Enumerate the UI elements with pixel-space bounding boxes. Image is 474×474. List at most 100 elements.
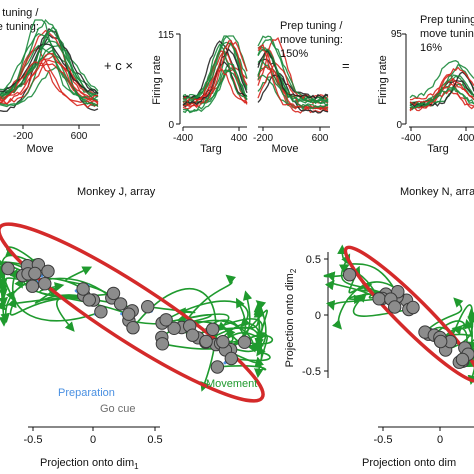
bl-go-cue-point	[237, 335, 252, 349]
tm-x-tick-label-move-2: 600	[312, 133, 329, 144]
bl-title: Monkey J, array	[77, 186, 156, 198]
tm-firing-rate-trace	[182, 43, 248, 102]
br-x-tick-label-1: -0.5	[374, 434, 393, 446]
br-go-cue-point	[388, 300, 402, 314]
bl-go-cue-point	[82, 293, 97, 307]
bl-go-cue-point	[38, 277, 52, 291]
bl-movement-trajectory	[231, 345, 271, 362]
tm-firing-rate-trace	[182, 67, 248, 106]
br-ylabel-sub: 2	[289, 268, 298, 273]
tm-firing-rate-trace	[257, 48, 329, 114]
tm-xlabel-targ: Targ	[200, 143, 221, 155]
panel-top-right: Firing rate 95 0 -400 400 Targ Prep tuni…	[377, 14, 474, 155]
bl-preparatory-ellipse	[0, 222, 265, 403]
bl-go-cue-point	[94, 305, 108, 319]
tl-firing-rate-trace	[0, 63, 99, 106]
tm-firing-rate-trace	[257, 38, 329, 103]
tm-text-line3: 150%	[280, 48, 308, 60]
bl-go-cue-point	[113, 297, 128, 311]
tl-firing-rate-trace	[0, 26, 99, 107]
bl-movement-trajectory	[217, 356, 267, 371]
br-go-cue-point	[406, 300, 420, 315]
bl-xlabel-main: Projection onto dim	[40, 457, 134, 469]
bl-go-cue-point	[25, 279, 40, 293]
br-movement-trajectory	[323, 271, 350, 282]
tr-text-line1: Prep tuning /	[420, 14, 474, 26]
tr-xlabel: Targ	[427, 143, 448, 155]
bl-go-cue-point	[41, 264, 55, 278]
br-ylabel: Projection onto dim2	[284, 268, 298, 367]
br-movement-trajectory	[424, 297, 464, 333]
br-movement-trajectories	[323, 244, 474, 386]
tl-firing-rate-trace	[0, 60, 99, 109]
tm-text-line1: Prep tuning /	[280, 20, 343, 32]
tr-x-tick-label-2: 400	[458, 133, 474, 144]
bl-movement-trajectory	[181, 274, 236, 328]
tm-traces-move	[257, 35, 329, 114]
bl-label-movement: Movement	[206, 378, 257, 390]
tl-firing-rate-trace	[0, 46, 99, 105]
tm-x-tick-label-targ-2: 400	[231, 133, 248, 144]
bl-movement-trajectory	[205, 326, 264, 348]
br-go-cue-point	[455, 352, 470, 367]
bl-go-cue-points	[1, 258, 252, 374]
bl-go-cue-point	[155, 337, 170, 351]
br-y-tick-label-2: 0	[315, 310, 321, 322]
bl-go-cue-point	[210, 360, 225, 374]
tr-text-line2: move tuning:	[420, 28, 474, 40]
br-x-tick-label-2: 0	[437, 434, 443, 446]
bl-label-go-cue: Go cue	[100, 403, 135, 415]
br-y-tick-label-3: -0.5	[302, 366, 321, 378]
tm-firing-rate-trace	[257, 43, 329, 110]
panel-bottom-left: Preparation Go cue Movement -0.5 0 0.5 P…	[0, 222, 274, 471]
bl-go-cue-point	[106, 286, 121, 301]
bl-xlabel: Projection onto dim1	[40, 457, 139, 471]
tl-text-line2: move tuning:	[0, 21, 39, 33]
plus-c-times: + c ×	[104, 58, 133, 73]
br-movement-trajectory	[337, 244, 399, 296]
panel-top-left: Prep tuning / move tuning: -200 600 Move	[0, 7, 100, 155]
tm-x-tick-label-targ-1: -400	[173, 133, 193, 144]
br-xlabel: Projection onto dim	[362, 457, 456, 469]
tm-text-line2: move tuning:	[280, 34, 343, 46]
tm-ylabel: Firing rate	[151, 55, 163, 105]
bl-movement-trajectory	[7, 297, 90, 316]
br-y-tick-label-1: 0.5	[306, 254, 321, 266]
bl-go-cue-point	[224, 351, 239, 366]
tr-firing-rate-trace	[409, 71, 474, 108]
tr-firing-rate-trace	[409, 89, 474, 112]
tr-firing-rate-trace	[409, 60, 474, 100]
tr-y-tick-label-bottom: 0	[396, 120, 402, 131]
tm-traces-targ	[182, 35, 248, 114]
tm-firing-rate-trace	[182, 66, 248, 113]
br-preparatory-ellipse	[343, 245, 474, 383]
bl-go-cue-point	[141, 300, 155, 314]
bl-xlabel-sub: 1	[134, 462, 139, 471]
tr-y-tick-label-top: 95	[391, 29, 403, 40]
bl-go-cue-point	[159, 313, 173, 327]
tr-ylabel: Firing rate	[377, 55, 389, 105]
bl-go-cue-point	[122, 307, 136, 321]
tl-text-line1: Prep tuning /	[0, 7, 39, 19]
bl-go-cue-point	[199, 334, 213, 349]
tr-x-tick-label-1: -400	[401, 133, 421, 144]
br-go-cue-point	[434, 334, 448, 349]
tm-y-tick-label-bottom: 0	[168, 120, 174, 131]
br-go-cue-point	[342, 268, 357, 282]
tl-xlabel: Move	[27, 143, 54, 155]
tl-x-tick-label-1: -200	[13, 131, 33, 142]
bl-go-cue-point	[28, 266, 42, 281]
tm-xlabel-move: Move	[272, 143, 299, 155]
bl-go-cue-point	[126, 321, 140, 335]
bl-go-cue-point	[1, 261, 15, 276]
tm-firing-rate-trace	[257, 50, 329, 100]
tl-firing-rate-trace	[0, 52, 99, 102]
bl-go-cue-point	[167, 321, 181, 335]
br-movement-trajectory	[433, 320, 466, 336]
bl-x-tick-label-2: 0	[90, 434, 96, 446]
bl-go-cue-point	[76, 282, 90, 296]
equals-sign: =	[342, 58, 350, 73]
tm-firing-rate-trace	[257, 48, 329, 110]
bl-label-preparation: Preparation	[58, 387, 115, 399]
